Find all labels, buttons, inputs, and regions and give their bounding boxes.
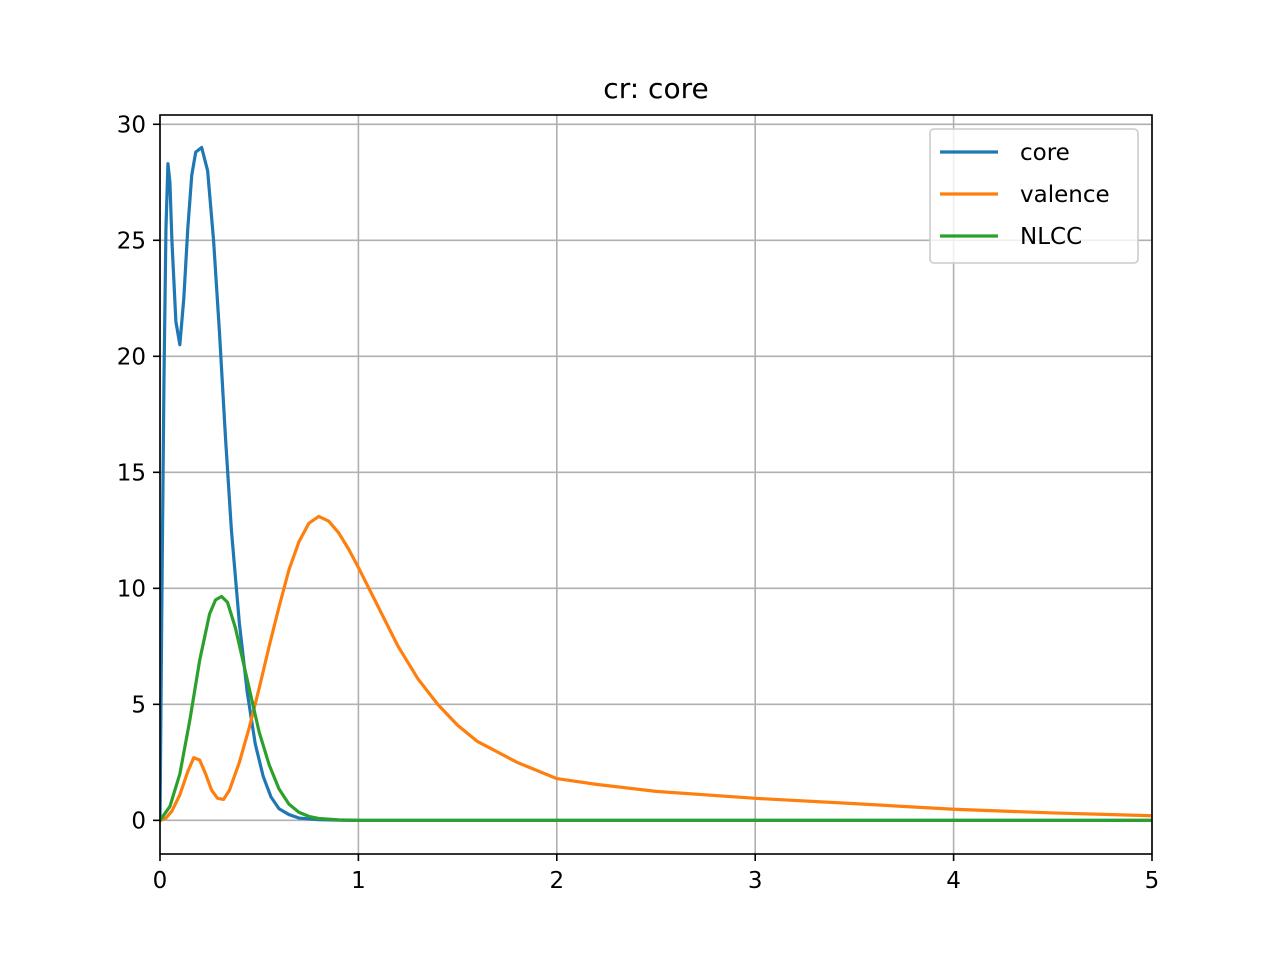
axis-ticks: 0 1 2 3 4 5 0 5 10 15 20 25 30 [117, 112, 1160, 894]
x-tick-label: 1 [351, 868, 366, 894]
y-tick-label: 5 [131, 692, 146, 718]
chart-title: cr: core [603, 72, 708, 105]
legend-box [929, 128, 1139, 264]
y-tick-label: 25 [117, 228, 146, 254]
plot-frame [159, 114, 1153, 855]
y-tick-label: 15 [117, 460, 146, 486]
y-tick-label: 10 [117, 576, 146, 602]
y-tick-label: 30 [117, 112, 146, 138]
x-tick-label: 3 [748, 868, 763, 894]
x-tick-label: 5 [1145, 868, 1160, 894]
legend-label: NLCC [1020, 224, 1082, 250]
y-tick-label: 0 [131, 808, 146, 834]
series-line-valence [160, 514, 1152, 823]
x-tick-label: 0 [153, 868, 168, 894]
series-line-nlcc [160, 594, 1152, 823]
x-tick-label: 2 [549, 868, 564, 894]
y-tick-label: 20 [117, 344, 146, 370]
legend: core valence NLCC [929, 128, 1139, 264]
legend-label: core [1020, 140, 1070, 166]
x-tick-label: 4 [946, 868, 961, 894]
series-lines [160, 145, 1152, 823]
grid-lines [159, 115, 1153, 854]
legend-label: valence [1020, 182, 1110, 208]
